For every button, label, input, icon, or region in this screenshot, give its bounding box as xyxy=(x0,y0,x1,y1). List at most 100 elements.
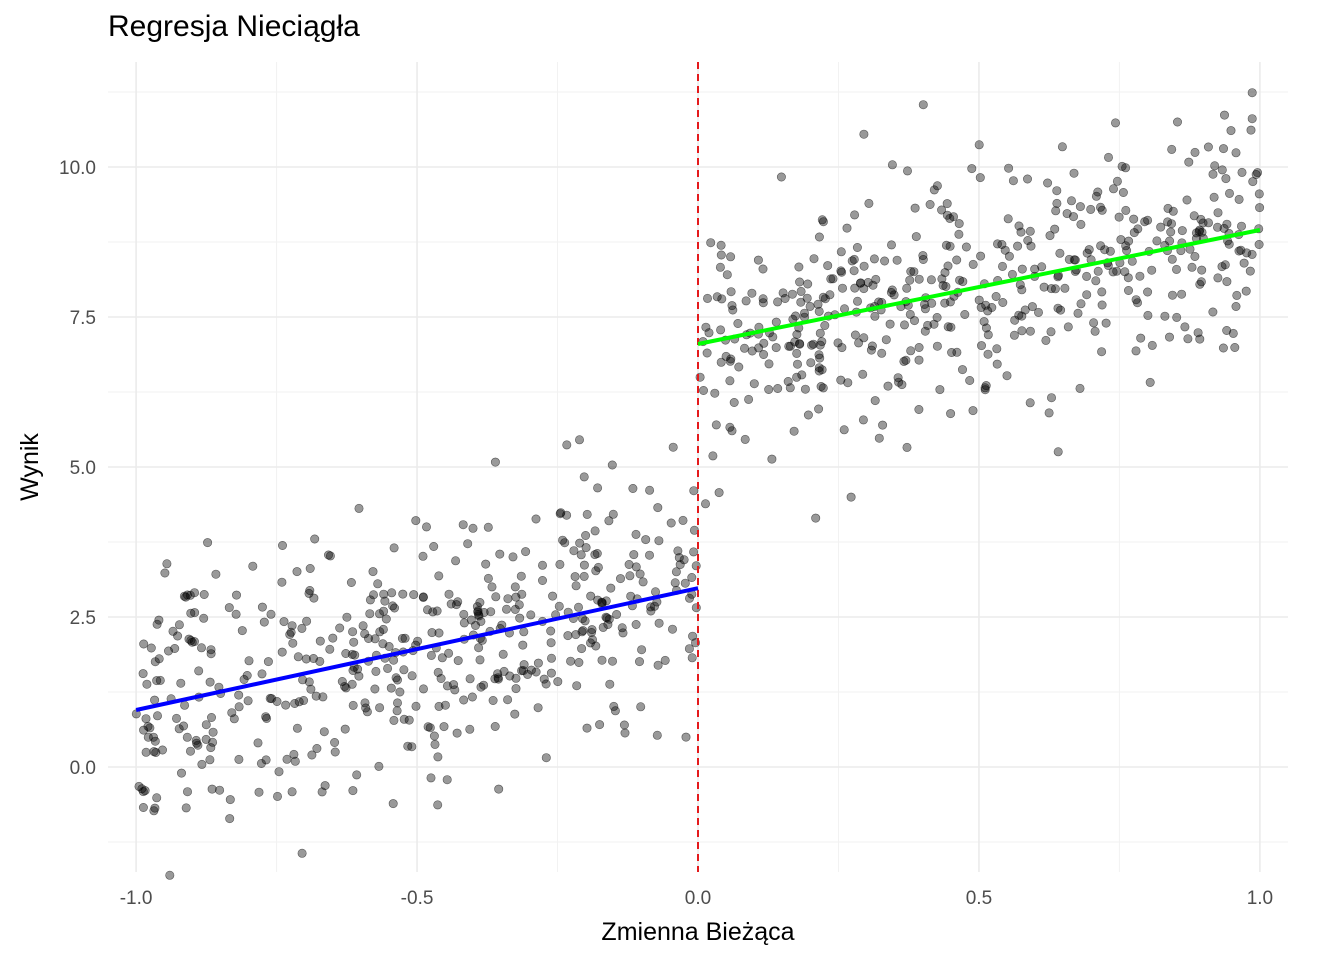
data-point xyxy=(341,648,351,658)
data-point xyxy=(407,742,417,752)
data-point xyxy=(442,681,452,691)
data-point xyxy=(850,330,860,340)
data-point xyxy=(1034,307,1044,317)
data-point xyxy=(759,338,769,348)
data-point xyxy=(981,323,991,333)
data-point xyxy=(330,737,340,747)
data-point xyxy=(666,518,676,528)
data-point xyxy=(365,595,375,605)
data-point xyxy=(997,261,1007,271)
data-point xyxy=(444,648,454,658)
data-point xyxy=(797,370,807,380)
data-point xyxy=(1060,283,1070,293)
data-point xyxy=(153,711,163,721)
data-point xyxy=(301,654,311,664)
data-point xyxy=(1165,236,1175,246)
data-point xyxy=(215,785,225,795)
data-point xyxy=(1089,318,1099,328)
data-point xyxy=(852,296,862,306)
data-point xyxy=(368,590,378,600)
data-point xyxy=(814,306,824,316)
data-point xyxy=(946,322,956,332)
data-point xyxy=(1086,204,1096,214)
data-point xyxy=(870,396,880,406)
data-point xyxy=(180,700,190,710)
data-point xyxy=(533,703,543,713)
data-point xyxy=(1017,326,1027,336)
data-point xyxy=(914,355,924,365)
data-point xyxy=(237,626,247,636)
data-point xyxy=(629,550,639,560)
data-point xyxy=(1067,196,1077,206)
data-point xyxy=(1254,240,1264,250)
data-point xyxy=(820,320,830,330)
data-point xyxy=(491,592,501,602)
data-point xyxy=(1122,246,1132,256)
data-point xyxy=(795,339,805,349)
data-point xyxy=(306,684,316,694)
data-point xyxy=(910,203,920,213)
data-point xyxy=(581,543,591,553)
data-point xyxy=(548,591,558,601)
data-point xyxy=(1097,300,1107,310)
data-point xyxy=(1076,299,1086,309)
data-point xyxy=(458,520,468,530)
data-point xyxy=(197,643,207,653)
data-point xyxy=(574,435,584,445)
data-point xyxy=(837,283,847,293)
data-point xyxy=(681,732,691,742)
data-point xyxy=(911,232,921,242)
data-point xyxy=(808,339,818,349)
data-point xyxy=(263,657,273,667)
data-point xyxy=(1030,264,1040,274)
data-point xyxy=(721,351,731,361)
data-point xyxy=(631,529,641,539)
data-point xyxy=(792,329,802,339)
data-point xyxy=(947,347,957,357)
data-point xyxy=(290,756,300,766)
data-point xyxy=(346,577,356,587)
data-point xyxy=(892,255,902,265)
data-point xyxy=(771,343,781,353)
data-point xyxy=(1220,110,1230,120)
data-point xyxy=(207,712,217,722)
data-point xyxy=(155,675,165,685)
data-point xyxy=(553,677,563,687)
data-point xyxy=(347,649,357,659)
data-point xyxy=(625,571,635,581)
data-point xyxy=(609,701,619,711)
data-point xyxy=(883,381,893,391)
data-point xyxy=(158,745,168,755)
data-point xyxy=(749,379,759,389)
data-point xyxy=(803,410,813,420)
data-point xyxy=(179,721,189,731)
data-point xyxy=(620,728,630,738)
data-point xyxy=(961,242,971,252)
data-point xyxy=(503,594,513,604)
data-point xyxy=(814,366,824,376)
data-point xyxy=(177,768,187,778)
data-point xyxy=(1052,186,1062,196)
data-point xyxy=(1197,265,1207,275)
data-point xyxy=(181,803,191,813)
data-point xyxy=(442,775,452,785)
data-point xyxy=(1136,333,1146,343)
data-point xyxy=(747,288,757,298)
data-point xyxy=(1246,125,1256,135)
data-point xyxy=(727,426,737,436)
data-point xyxy=(1131,295,1141,305)
data-point xyxy=(1108,267,1118,277)
data-point xyxy=(181,592,191,602)
data-point xyxy=(490,721,500,731)
data-point xyxy=(197,759,207,769)
data-point xyxy=(274,767,284,777)
y-tick-label: 5.0 xyxy=(70,458,96,479)
data-point xyxy=(1218,343,1228,353)
data-point xyxy=(397,633,407,643)
data-point xyxy=(427,628,437,638)
data-point xyxy=(1064,254,1074,264)
data-point xyxy=(1075,383,1085,393)
data-point xyxy=(1203,142,1213,152)
data-point xyxy=(954,229,964,239)
data-point xyxy=(1118,188,1128,198)
